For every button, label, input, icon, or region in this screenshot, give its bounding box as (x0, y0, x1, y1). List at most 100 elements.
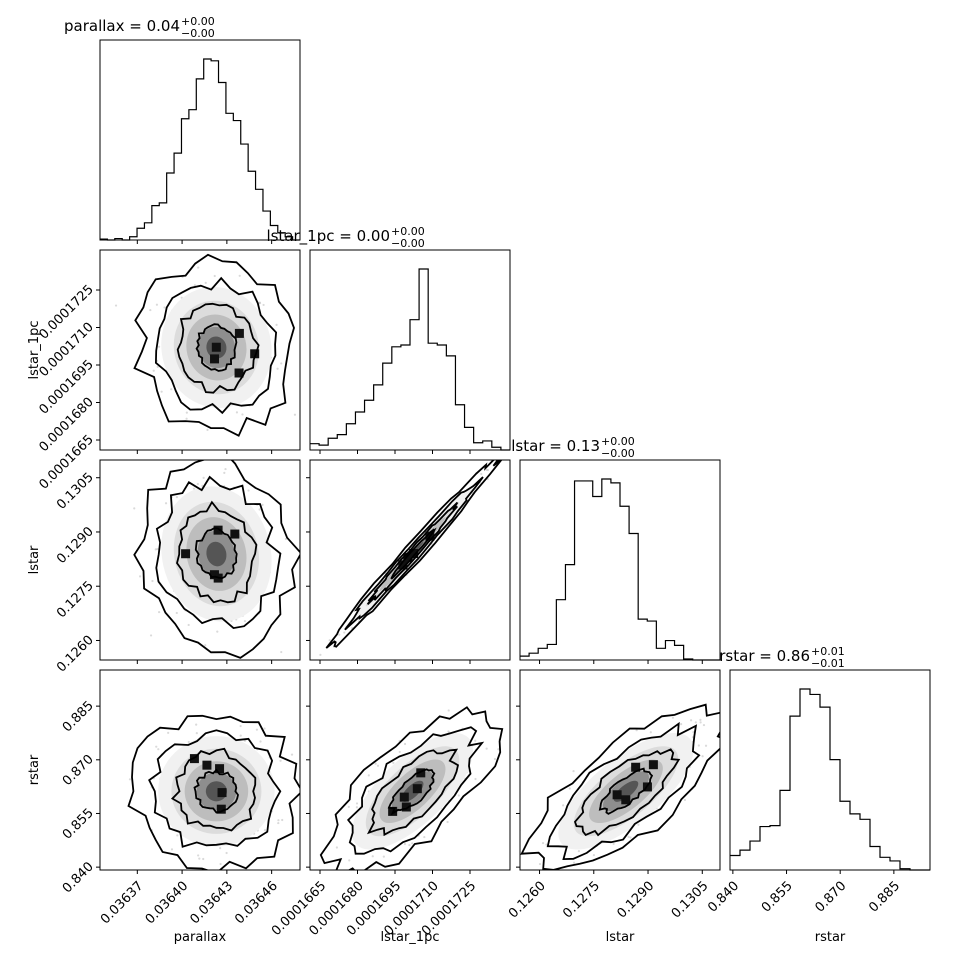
sample-point (371, 881, 373, 883)
x-tick-label: 0.03643 (188, 879, 237, 928)
density-content (319, 706, 504, 883)
x-tick-label: 0.855 (759, 879, 796, 916)
sample-point (114, 304, 118, 307)
x-tick-label: 0.1290 (615, 879, 658, 922)
sample-point (259, 740, 262, 743)
sample-point (164, 502, 168, 505)
x-tick-label: 0.1260 (506, 879, 549, 922)
sample-point (447, 709, 450, 712)
sample-point (154, 548, 157, 551)
sample-point (149, 634, 153, 637)
contour-line (598, 767, 654, 815)
title-main: lstar_1pc = 0.00 (266, 227, 390, 246)
sample-point (446, 820, 449, 824)
sample-point (683, 798, 687, 802)
sample-point (293, 413, 297, 416)
density-panel-lstar-vs-parallax (96, 436, 301, 664)
contour-line (546, 721, 701, 861)
y-axis-label-lstar_1pc: lstar_1pc (27, 321, 42, 380)
sample-point (151, 579, 154, 583)
x-axis-label-lstar_1pc: lstar_1pc (381, 930, 440, 945)
histogram-panel-lstar: lstar = 0.13 +0.00−0.00 (511, 435, 721, 664)
sample-point (403, 742, 407, 746)
density-bin (250, 349, 260, 359)
contour-line (133, 460, 300, 659)
sample-point (167, 731, 170, 734)
sample-point (276, 367, 279, 370)
panel-frame (99, 669, 301, 871)
sample-point (185, 417, 188, 420)
contour-line (195, 323, 238, 372)
density-content (133, 436, 300, 659)
sample-point (474, 739, 477, 742)
sample-point (562, 804, 565, 807)
sample-point (281, 818, 284, 822)
sample-point (348, 859, 351, 862)
sample-point (545, 843, 548, 846)
sample-point (277, 819, 280, 822)
sample-point (694, 721, 697, 724)
sample-point (202, 476, 205, 479)
density-bin (202, 760, 212, 770)
sample-point (702, 723, 706, 727)
panel-title-parallax: parallax = 0.04 +0.00−0.00 (64, 15, 215, 40)
sample-point (699, 721, 702, 724)
sample-point (192, 487, 196, 490)
density-bin (234, 328, 244, 338)
sample-point (701, 755, 704, 758)
sample-point (216, 630, 219, 633)
density-bin (409, 549, 419, 559)
sample-point (371, 855, 374, 858)
x-tick-label: 0.03637 (98, 879, 147, 928)
sample-point (247, 489, 250, 492)
sample-point (275, 323, 278, 326)
density-panel-lstar-vs-lstar_1pc (306, 459, 511, 664)
contour-line (176, 500, 258, 604)
sample-point (163, 306, 166, 309)
density-content (319, 460, 503, 656)
contour-line (155, 475, 282, 630)
panel-title-lstar_1pc: lstar_1pc = 0.00 +0.00−0.00 (266, 225, 424, 250)
density-bin (181, 549, 191, 559)
density-bin (217, 788, 227, 798)
title-main: lstar = 0.13 (511, 437, 600, 455)
panel-frame (519, 669, 721, 871)
sample-point (568, 787, 571, 790)
histogram-line-parallax (100, 58, 300, 241)
density-bin (211, 342, 221, 352)
y-tick-label: 0.855 (60, 806, 97, 843)
sample-point (241, 413, 244, 416)
sample-point (328, 639, 331, 642)
sample-point (474, 777, 477, 781)
sample-point (629, 836, 632, 839)
histogram-line-lstar (520, 478, 720, 661)
sample-point (219, 847, 222, 850)
sample-point (128, 778, 132, 781)
sample-point (671, 716, 675, 719)
sample-point (158, 610, 161, 614)
contour-line (344, 476, 484, 631)
sample-point (149, 308, 152, 312)
y-tick-label: 0.840 (60, 859, 97, 896)
density-panel-rstar-vs-parallax (96, 669, 301, 888)
sample-point (577, 849, 581, 853)
sample-point (202, 857, 205, 861)
sample-point (367, 774, 370, 777)
x-tick-label: 0.03646 (232, 879, 281, 928)
x-tick-label: 0.840 (705, 879, 742, 916)
sample-point (202, 886, 204, 888)
histogram-panel-rstar: rstar = 0.86 +0.01−0.01 (719, 645, 931, 874)
sample-point (592, 853, 596, 857)
panel-frame (309, 459, 511, 661)
sample-point (347, 805, 350, 808)
contour-line (366, 748, 460, 837)
sample-point (280, 650, 283, 654)
panel-frame (309, 669, 511, 871)
sample-point (255, 728, 259, 731)
sample-point (170, 848, 174, 851)
sample-point (262, 303, 265, 307)
sample-point (203, 436, 205, 438)
density-bin (399, 792, 409, 802)
sample-point (637, 823, 640, 826)
density-bin (612, 790, 622, 800)
